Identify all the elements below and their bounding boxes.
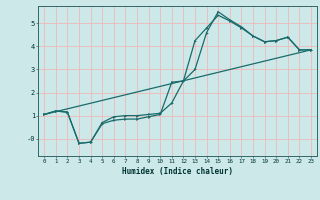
X-axis label: Humidex (Indice chaleur): Humidex (Indice chaleur) bbox=[122, 167, 233, 176]
